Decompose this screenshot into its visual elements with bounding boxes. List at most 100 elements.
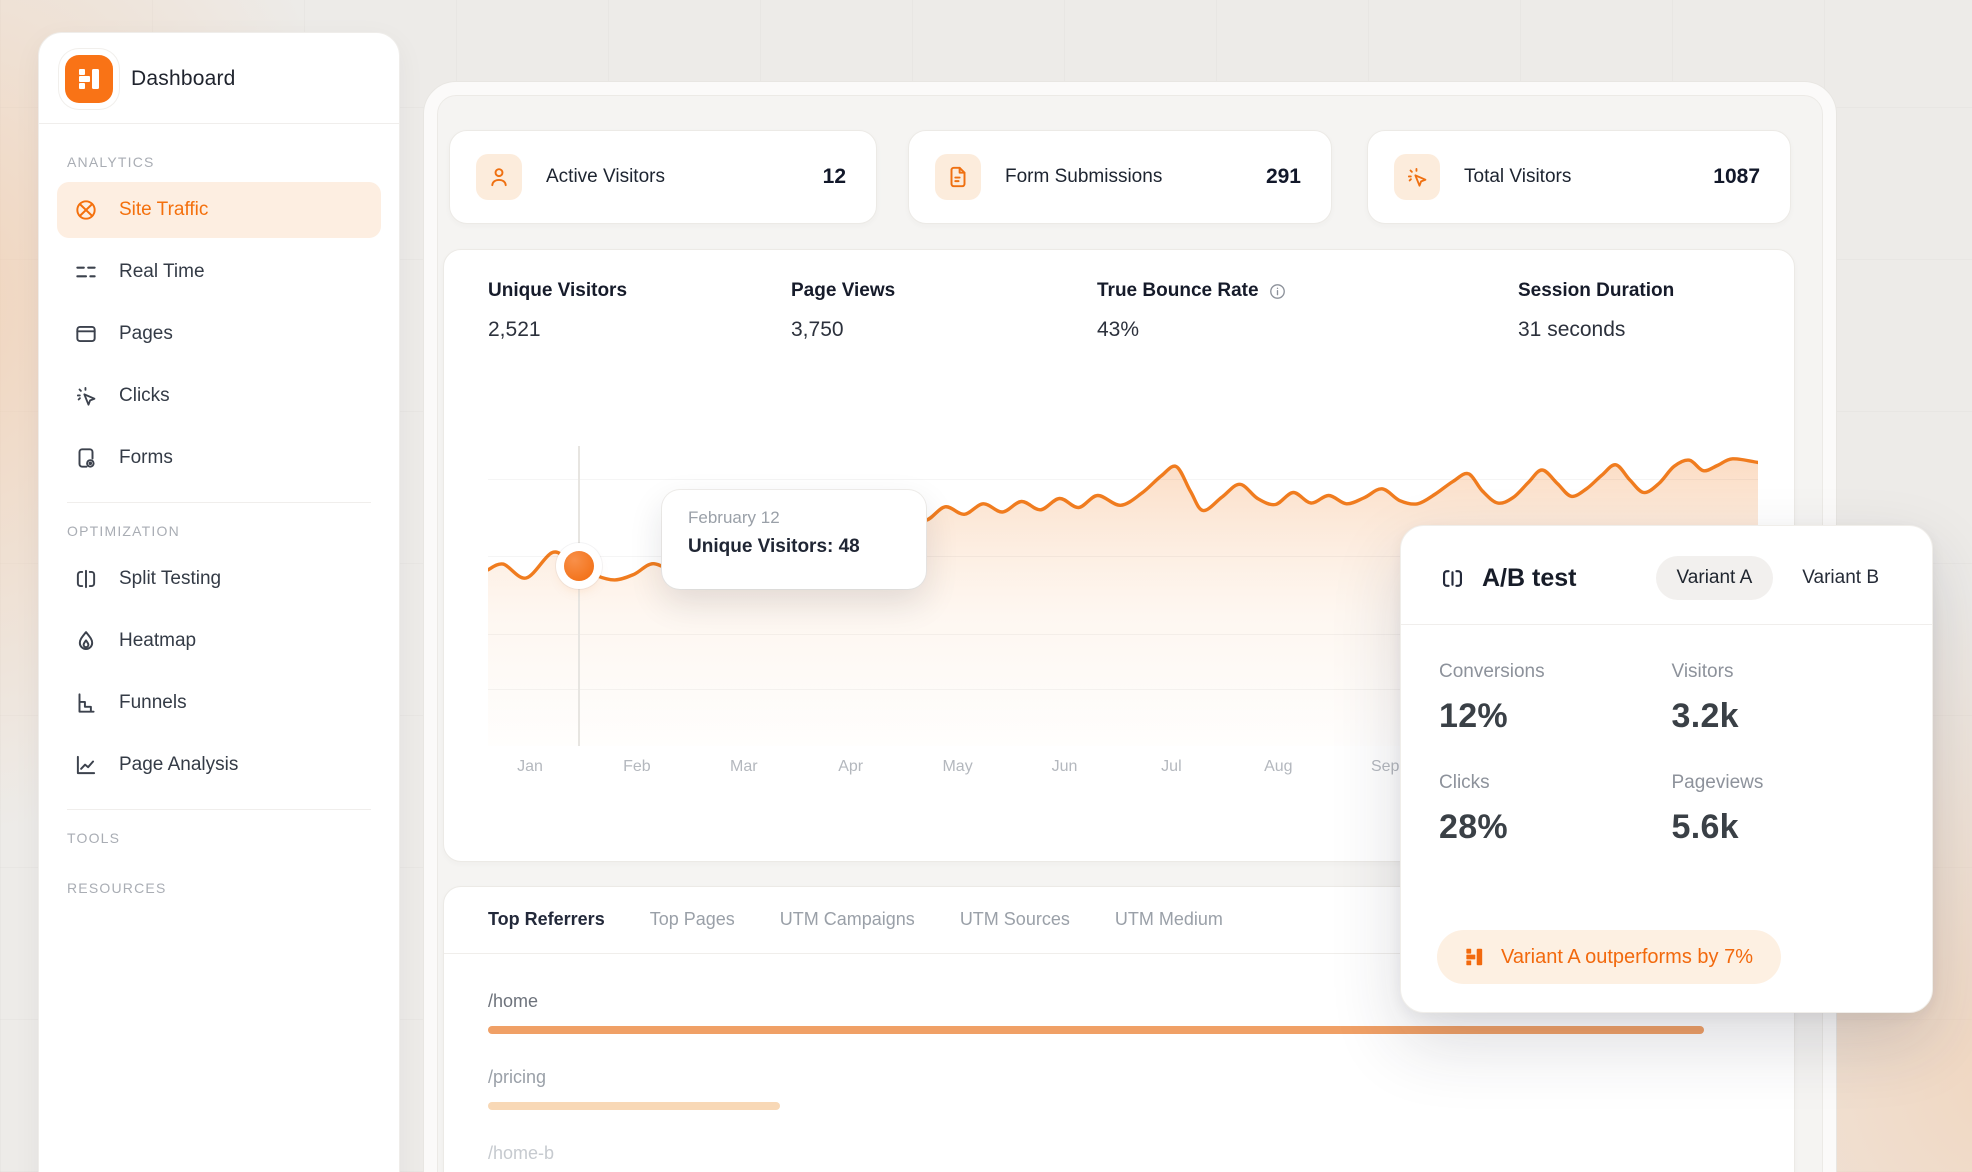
app-title: Dashboard	[131, 67, 236, 90]
stat-value: 291	[1265, 165, 1301, 188]
app-logo-icon	[65, 55, 113, 103]
stat-card-active-visitors[interactable]: Active Visitors 12	[449, 130, 877, 224]
tooltip-date: February 12	[688, 508, 780, 527]
sidebar-item-label: Heatmap	[119, 630, 197, 651]
gridline-h	[488, 479, 1758, 480]
sidebar-section-tools: TOOLS	[67, 830, 121, 846]
referrer-path: /home-b	[488, 1143, 555, 1163]
x-tick: Sep	[1370, 758, 1400, 775]
variant-a-button[interactable]: Variant A	[1655, 556, 1774, 600]
droplet-icon	[73, 628, 99, 654]
sidebar-item-forms[interactable]: Forms	[57, 430, 381, 486]
sidebar-section-resources: RESOURCES	[67, 880, 167, 896]
highlight-gridline	[578, 446, 581, 746]
sidebar-item-real-time[interactable]: Real Time	[57, 244, 381, 300]
ab-stat-value: 3.2k	[1671, 697, 1739, 735]
split-test-icon	[1439, 565, 1466, 592]
cursor-click-icon	[73, 383, 99, 409]
metric-unique-visitors: Unique Visitors 2,521	[488, 280, 627, 342]
ab-result-text: Variant A outperforms by 7%	[1501, 945, 1753, 968]
sidebar-item-label: Site Traffic	[119, 199, 209, 220]
x-tick: Jul	[1161, 758, 1182, 775]
app-logo-mark-icon	[1466, 948, 1483, 966]
person-icon	[476, 154, 522, 200]
ab-stats-grid: Conversions 12% Visitors 3.2k Clicks 28%…	[1401, 625, 1932, 847]
stat-card-form-submissions[interactable]: Form Submissions 291	[908, 130, 1332, 224]
ab-stat-pageviews: Pageviews 5.6k	[1672, 772, 1895, 847]
document-icon	[935, 154, 981, 200]
gridline-h	[488, 556, 1758, 557]
ab-test-header: A/B test Variant A Variant B	[1401, 526, 1932, 624]
referrer-row-home[interactable]: /home	[488, 991, 1704, 1034]
ab-test-title: A/B test	[1482, 563, 1577, 592]
sidebar-item-pages[interactable]: Pages	[57, 306, 381, 362]
chart-tooltip: February 12 Unique Visitors: 48	[662, 490, 926, 589]
stat-label: Form Submissions	[1005, 166, 1163, 187]
stat-value: 1087	[1713, 165, 1760, 188]
ab-stat-label: Pageviews	[1671, 772, 1764, 793]
ab-header-divider	[1401, 624, 1932, 625]
ab-stat-conversions: Conversions 12%	[1439, 661, 1662, 736]
sidebar-item-page-analysis[interactable]: Page Analysis	[57, 737, 381, 793]
sidebar-header-divider	[39, 123, 399, 124]
chart-line-icon	[73, 752, 99, 778]
sidebar-divider	[67, 809, 371, 810]
referrer-row-home-b[interactable]: /home-b	[488, 1143, 1704, 1164]
sidebar-divider	[67, 502, 371, 503]
tab-top-referrers[interactable]: Top Referrers	[488, 909, 605, 929]
sidebar-item-site-traffic[interactable]: Site Traffic	[57, 182, 381, 238]
ab-stat-clicks: Clicks 28%	[1439, 772, 1662, 847]
tab-top-pages[interactable]: Top Pages	[649, 909, 735, 929]
split-test-icon	[73, 566, 99, 592]
ab-stat-value: 12%	[1439, 697, 1508, 735]
tab-utm-sources[interactable]: UTM Sources	[959, 909, 1070, 929]
x-tick: Feb	[623, 758, 651, 775]
tab-utm-campaigns[interactable]: UTM Campaigns	[779, 909, 915, 929]
metric-value: 3,750	[791, 318, 844, 341]
sidebar-item-label: Forms	[119, 447, 173, 468]
tab-utm-medium[interactable]: UTM Medium	[1114, 909, 1223, 929]
stat-card-total-visitors[interactable]: Total Visitors 1087	[1367, 130, 1791, 224]
info-icon[interactable]	[1268, 282, 1287, 301]
referrer-path: /home	[488, 991, 539, 1011]
x-tick: Mar	[730, 758, 758, 775]
highlighted-data-point	[564, 551, 595, 581]
funnel-steps-icon	[73, 690, 99, 716]
cursor-click-icon	[1394, 154, 1440, 200]
tooltip-value: Unique Visitors: 48	[688, 536, 860, 557]
x-tick: Jan	[517, 758, 543, 775]
referrer-bar	[488, 1102, 780, 1110]
sidebar-section-analytics: ANALYTICS	[67, 154, 155, 170]
sidebar-section-optimization: OPTIMIZATION	[67, 523, 180, 539]
x-tick: Jun	[1051, 758, 1078, 775]
sidebar-item-label: Real Time	[119, 261, 205, 282]
metric-value: 43%	[1097, 318, 1140, 341]
sidebar-item-split-testing[interactable]: Split Testing	[57, 551, 381, 607]
variant-b-button[interactable]: Variant B	[1802, 567, 1879, 588]
sidebar-item-heatmap[interactable]: Heatmap	[57, 613, 381, 669]
gridline-h	[488, 634, 1758, 635]
metric-label: True Bounce Rate	[1097, 280, 1259, 301]
metric-label: Session Duration	[1518, 280, 1675, 301]
metric-label: Unique Visitors	[488, 280, 628, 301]
globe-icon	[73, 197, 99, 223]
x-tick: May	[942, 758, 973, 775]
metric-value: 2,521	[488, 318, 541, 341]
referrer-tabs: Top Referrers Top Pages UTM Campaigns UT…	[488, 909, 1223, 930]
ab-stat-label: Visitors	[1671, 661, 1734, 682]
sidebar-header: Dashboard	[39, 33, 399, 123]
sidebar-item-label: Split Testing	[119, 568, 222, 589]
x-axis: Jan Feb Mar Apr May Jun Jul Aug Sep	[488, 758, 1758, 780]
sidebar-item-label: Pages	[119, 323, 173, 344]
tabs-divider	[444, 953, 1794, 954]
referrer-row-pricing[interactable]: /pricing	[488, 1067, 1704, 1110]
sidebar-item-clicks[interactable]: Clicks	[57, 368, 381, 424]
sidebar-item-funnels[interactable]: Funnels	[57, 675, 381, 731]
sidebar-item-label: Funnels	[119, 692, 187, 713]
stat-label: Total Visitors	[1464, 166, 1572, 187]
x-tick: Aug	[1264, 758, 1293, 775]
sidebar-nav: ANALYTICS Site Traffic Real Time Pages	[39, 124, 399, 918]
stat-label: Active Visitors	[546, 166, 665, 187]
x-tick: Apr	[838, 758, 864, 775]
